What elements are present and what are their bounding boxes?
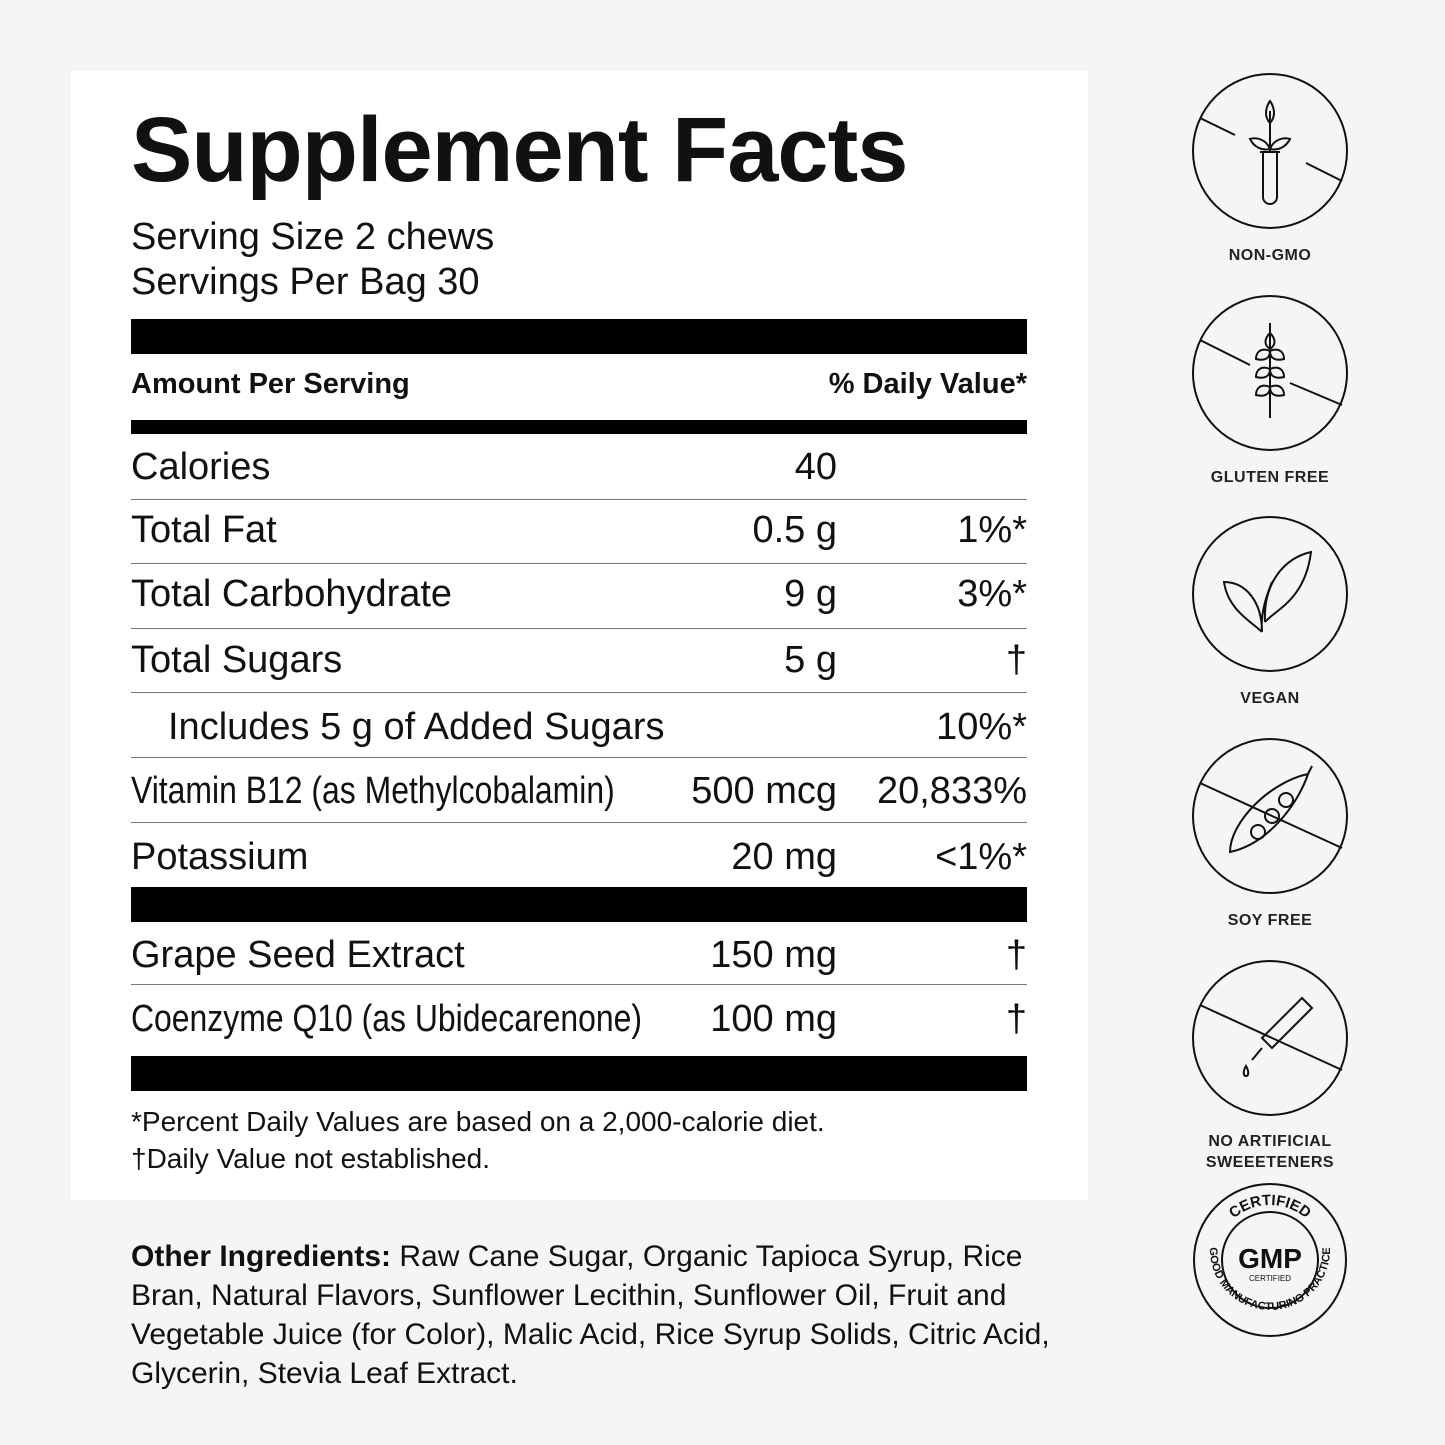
- dv-header: % Daily Value*: [828, 368, 1027, 400]
- gmp-certified-seal: CERTIFIED GOOD MANUFACTURING PRACTICE GM…: [1190, 1180, 1350, 1340]
- divider-bar: [131, 887, 1027, 922]
- leaves-icon: [1192, 516, 1348, 672]
- other-ingredients: Other Ingredients: Raw Cane Sugar, Organ…: [131, 1240, 1050, 1390]
- wheat-icon: [1192, 295, 1348, 451]
- svg-text:GMP: GMP: [1238, 1243, 1302, 1274]
- nutrient-row: Coenzyme Q10 (as Ubidecarenone) 100 mg †: [131, 998, 1027, 1040]
- divider-bar: [131, 319, 1027, 354]
- divider-bar: [131, 1056, 1027, 1091]
- badge-vegan: VEGAN: [1190, 514, 1350, 709]
- badge-soy-free: SOY FREE: [1190, 736, 1350, 931]
- divider-bar: [131, 420, 1027, 434]
- nutrient-row: Includes 5 g of Added Sugars 10%*: [168, 706, 1027, 748]
- badge-non-gmo: NON-GMO: [1190, 71, 1350, 266]
- nutrient-row: Vitamin B12 (as Methylcobalamin) 500 mcg 2…: [131, 770, 1027, 812]
- nutrient-row: Calories 40: [131, 446, 837, 488]
- page-title: Supplement Facts: [131, 99, 908, 201]
- non-gmo-icon: [1192, 73, 1348, 229]
- nutrient-row: Total Sugars 5 g †: [131, 639, 1027, 681]
- footnote: *Percent Daily Values are based on a 2,0…: [131, 1106, 825, 1137]
- servings-per-container: Servings Per Bag 30: [131, 261, 480, 303]
- supplement-facts-panel: [71, 71, 1088, 1200]
- badge-gluten-free: GLUTEN FREE: [1190, 293, 1350, 488]
- amount-header: Amount Per Serving: [131, 368, 410, 400]
- serving-size: Serving Size 2 chews: [131, 216, 495, 258]
- nutrient-row: Total Carbohydrate 9 g 3%*: [131, 573, 1027, 615]
- nutrient-row: Total Fat 0.5 g 1%*: [131, 509, 1027, 551]
- badge-no-artificial-sweeteners: NO ARTIFICIAL SWEEETENERS: [1190, 958, 1350, 1173]
- dropper-icon: [1192, 960, 1348, 1116]
- svg-text:CERTIFIED: CERTIFIED: [1249, 1274, 1291, 1283]
- soy-pea-icon: [1192, 738, 1348, 894]
- nutrient-row: Potassium 20 mg <1%*: [131, 836, 1027, 878]
- footnote: †Daily Value not established.: [131, 1143, 491, 1174]
- svg-text:CERTIFIED: CERTIFIED: [1226, 1192, 1314, 1222]
- nutrient-row: Grape Seed Extract 150 mg †: [131, 934, 1027, 976]
